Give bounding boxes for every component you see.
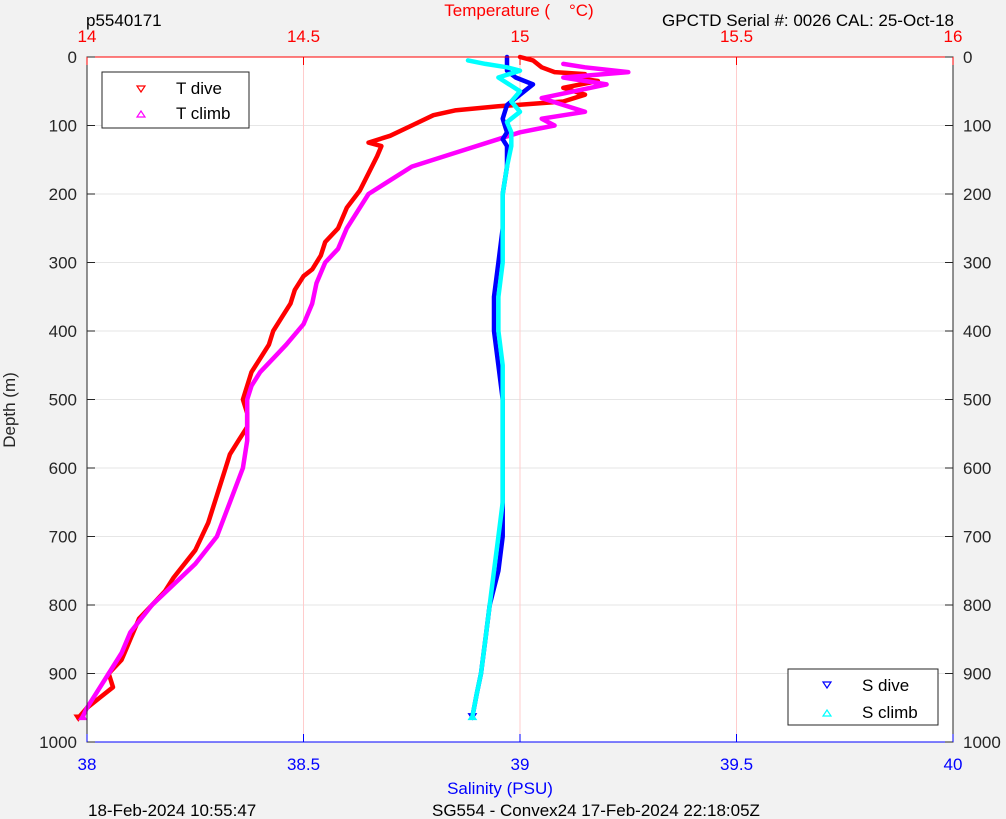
depth-tick-label-left: 400 xyxy=(49,322,77,341)
legend-temperature-box xyxy=(101,71,250,129)
s-dive-legend-label: S dive xyxy=(862,676,909,695)
depth-tick-label-left: 700 xyxy=(49,528,77,547)
temperature-axis-label: Temperature ( °C) xyxy=(444,1,593,20)
depth-tick-label-left: 0 xyxy=(68,48,77,67)
legend-salinity-box xyxy=(787,668,939,726)
depth-tick-label-right: 300 xyxy=(963,254,991,273)
s-climb-legend-marker xyxy=(821,708,833,717)
depth-tick-label-right: 1000 xyxy=(963,733,1001,752)
temperature-tick-label: 16 xyxy=(944,27,963,46)
depth-tick-label-left: 900 xyxy=(49,665,77,684)
depth-tick-label-right: 800 xyxy=(963,596,991,615)
temperature-tick-label: 15 xyxy=(511,27,530,46)
sensor-info: GPCTD Serial #: 0026 CAL: 25-Oct-18 xyxy=(662,11,954,30)
salinity-tick-label: 39 xyxy=(511,755,530,774)
depth-tick-label-left: 600 xyxy=(49,459,77,478)
axes: 0 0 100 100 200 200 300 300 400 400 500 500 600 600 70… xyxy=(39,27,1001,774)
data-series xyxy=(73,54,631,722)
t-climb-end-marker xyxy=(77,712,88,721)
mission-info: SG554 - Convex24 17-Feb-2024 22:18:05Z xyxy=(432,801,760,819)
legend-temperature: T dive T climb xyxy=(101,71,250,129)
t-climb-legend-marker xyxy=(135,109,147,118)
depth-tick-label-right: 400 xyxy=(963,322,991,341)
grid-lines xyxy=(87,57,953,742)
t-climb-legend-label: T climb xyxy=(176,104,230,123)
plot-time: 18-Feb-2024 10:55:47 xyxy=(88,801,256,819)
legend-salinity: S dive S climb xyxy=(787,668,939,726)
s-climb-end-marker xyxy=(467,712,478,721)
depth-tick-label-left: 100 xyxy=(49,117,77,136)
depth-tick-label-left: 800 xyxy=(49,596,77,615)
depth-tick-label-right: 0 xyxy=(963,48,972,67)
s-climb-legend-label: S climb xyxy=(862,703,918,722)
depth-tick-label-right: 600 xyxy=(963,459,991,478)
depth-tick-label-left: 500 xyxy=(49,391,77,410)
salinity-tick-label: 40 xyxy=(944,755,963,774)
salinity-tick-label: 38.5 xyxy=(287,755,320,774)
s-climb-series xyxy=(465,58,523,719)
temperature-tick-label: 14 xyxy=(78,27,97,46)
t-climb-series xyxy=(80,61,631,719)
depth-tick-label-right: 100 xyxy=(963,117,991,136)
s-dive-legend-marker xyxy=(821,681,833,690)
depth-tick-label-left: 1000 xyxy=(39,733,77,752)
depth-tick-label-right: 500 xyxy=(963,391,991,410)
temperature-tick-label: 14.5 xyxy=(287,27,320,46)
salinity-tick-label: 39.5 xyxy=(720,755,753,774)
depth-tick-label-right: 900 xyxy=(963,665,991,684)
depth-tick-label-left: 300 xyxy=(49,254,77,273)
temperature-tick-label: 15.5 xyxy=(720,27,753,46)
salinity-tick-label: 38 xyxy=(78,755,97,774)
depth-tick-label-right: 700 xyxy=(963,528,991,547)
salinity-axis-label: Salinity (PSU) xyxy=(447,779,553,798)
profile-id: p5540171 xyxy=(86,11,162,30)
depth-tick-label-right: 200 xyxy=(963,185,991,204)
depth-axis-label: Depth (m) xyxy=(0,372,19,448)
t-dive-legend-label: T dive xyxy=(176,79,222,98)
t-dive-legend-marker xyxy=(135,85,147,94)
depth-tick-label-left: 200 xyxy=(49,185,77,204)
